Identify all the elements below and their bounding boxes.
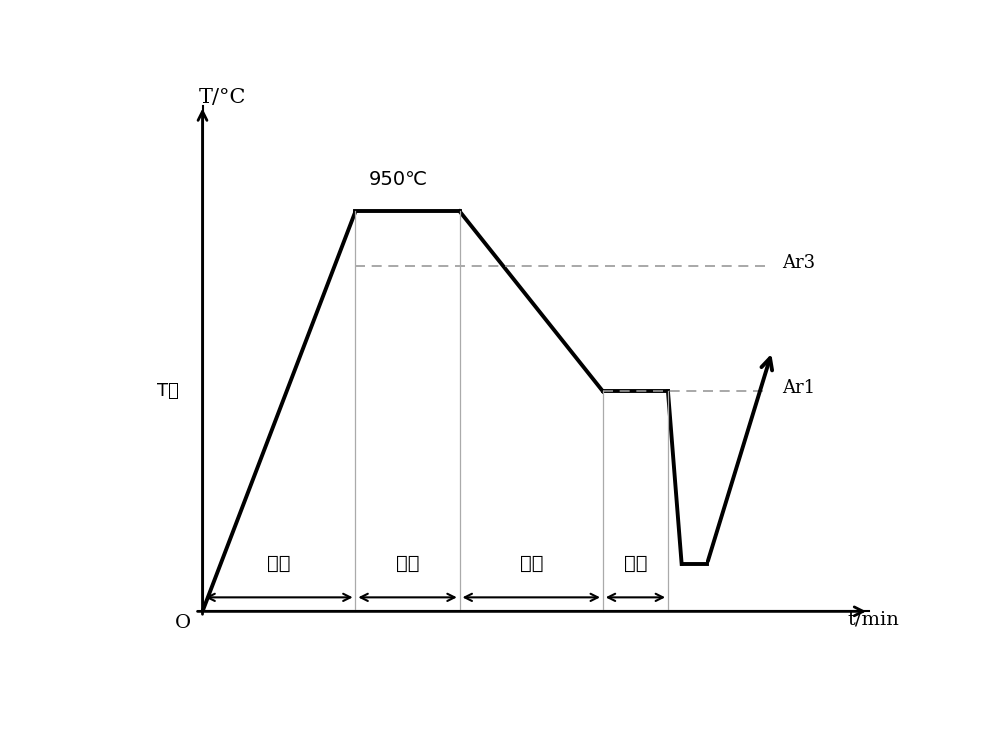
Text: 空冷: 空冷 [520, 554, 543, 573]
Text: 保温: 保温 [396, 554, 419, 573]
Text: Ar1: Ar1 [782, 379, 815, 398]
Text: O: O [175, 614, 191, 632]
Text: T/°C: T/°C [199, 88, 246, 106]
Text: 950℃: 950℃ [368, 170, 427, 189]
Text: 水冷: 水冷 [624, 554, 647, 573]
Text: Ar3: Ar3 [782, 255, 815, 272]
Text: t/min: t/min [847, 611, 899, 629]
Text: 加热: 加热 [267, 554, 291, 573]
Text: T淡: T淡 [157, 382, 179, 400]
